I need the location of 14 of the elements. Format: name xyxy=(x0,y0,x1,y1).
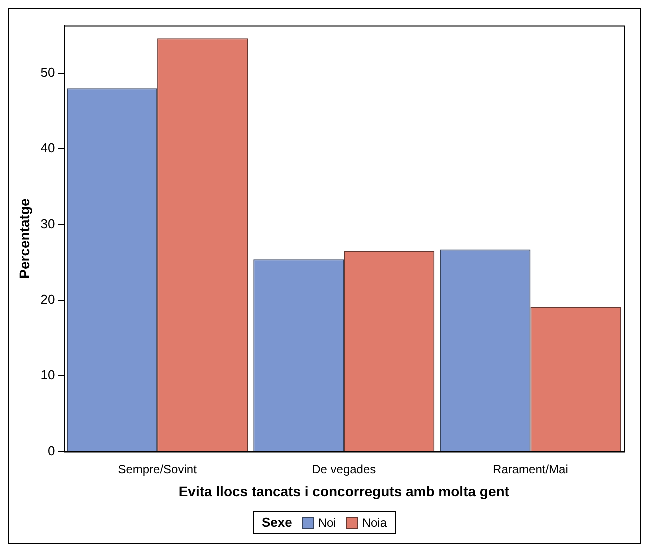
y-tick-label: 10 xyxy=(40,368,56,383)
legend-title: Sexe xyxy=(262,515,292,530)
x-tick-label: Rarament/Mai xyxy=(493,462,568,476)
y-tick-label: 50 xyxy=(40,65,56,80)
y-tick-label: 30 xyxy=(40,216,56,232)
x-axis-title: Evita llocs tancats i concorreguts amb molta gent xyxy=(178,483,510,500)
y-axis-title: Percentatge xyxy=(16,198,32,279)
y-tick-label: 40 xyxy=(40,140,56,156)
legend-label: Noi xyxy=(318,516,336,530)
legend-label: Noia xyxy=(362,516,388,530)
y-tick-label: 20 xyxy=(40,292,56,308)
y-tick-label: 0 xyxy=(48,443,56,458)
x-tick-label: Sempre/Sovint xyxy=(118,462,198,476)
x-tick-label: De vegades xyxy=(312,462,376,476)
